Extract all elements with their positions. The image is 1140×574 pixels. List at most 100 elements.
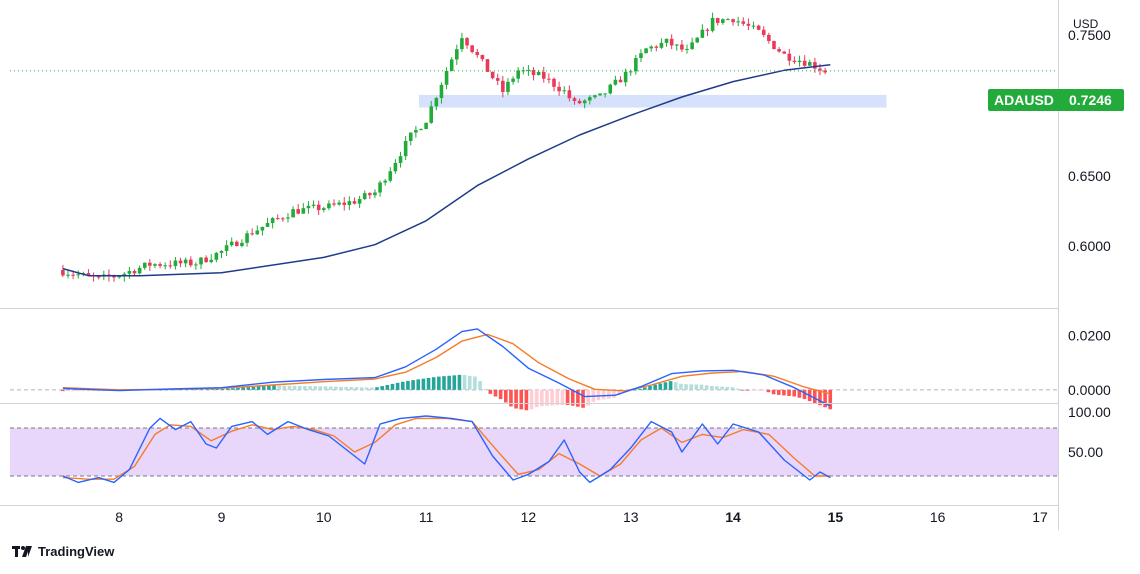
candle-body [608, 84, 613, 94]
candle-body [311, 204, 316, 206]
support-zone [418, 94, 887, 108]
macd-histogram-bar [318, 386, 323, 390]
macd-histogram-bar [411, 380, 415, 390]
macd-histogram-bar [756, 389, 760, 391]
candle-body [250, 233, 254, 235]
candle-body [756, 25, 761, 30]
macd-histogram-bar [91, 389, 96, 392]
time-tick-label: 9 [218, 509, 226, 525]
candle-body [721, 19, 725, 23]
macd-histogram-bar [457, 374, 462, 390]
macd-histogram-bar [421, 378, 426, 390]
macd-histogram-bar [617, 389, 621, 396]
macd-histogram-bar [256, 386, 261, 390]
macd-histogram-bar [565, 389, 570, 405]
candle-body [460, 38, 464, 50]
candle-body [61, 270, 65, 276]
macd-histogram-bar [236, 387, 240, 390]
candle-body [393, 162, 398, 172]
macd-histogram-bar [586, 389, 590, 406]
macd-histogram-bar [210, 389, 215, 390]
macd-histogram-bar [447, 375, 451, 390]
tradingview-logo[interactable]: TradingView [12, 544, 114, 559]
macd-histogram-bar [596, 389, 601, 401]
macd-histogram-bar [519, 389, 524, 410]
macd-histogram-bar [740, 389, 745, 391]
macd-histogram-bar [277, 385, 281, 390]
candle-body [316, 204, 321, 211]
candle-body [807, 62, 812, 66]
candle-body [117, 276, 121, 278]
candle-body [306, 205, 311, 209]
candle-body [291, 209, 295, 218]
macd-histogram-bar [658, 383, 663, 390]
candle-body [480, 55, 485, 60]
candle-body [332, 203, 336, 205]
macd-histogram-bar [663, 382, 668, 390]
candles [61, 12, 827, 282]
time-tick-label: 14 [725, 509, 741, 525]
candle-body [797, 60, 802, 63]
macd-histogram-bar [308, 386, 312, 390]
macd-histogram-bar [637, 388, 642, 390]
candle-body [644, 48, 648, 54]
macd-histogram-bar [813, 389, 817, 404]
candle-body [265, 222, 270, 227]
price-tick-label: 0.7500 [1068, 27, 1111, 43]
macd-histogram-bar [452, 375, 457, 390]
candle-body [240, 242, 244, 247]
macd-histogram-bar [823, 389, 827, 408]
candle-body [710, 17, 715, 31]
macd-histogram-bar [704, 385, 709, 390]
time-tick-label: 11 [419, 509, 434, 525]
candle-body [383, 180, 387, 183]
candle-body [158, 264, 162, 266]
macd-histogram-bar [828, 389, 833, 410]
macd-tick-label: 0.0200 [1068, 328, 1111, 344]
macd-histogram-bar [498, 389, 503, 400]
candle-body [137, 267, 142, 274]
candle-body [700, 29, 705, 38]
macd-histogram-bar [679, 383, 683, 390]
candle-body [183, 259, 188, 264]
macd-histogram-bar [787, 389, 791, 396]
candle-body [552, 78, 556, 87]
candle-body [173, 260, 178, 267]
macd-histogram-bar [287, 385, 292, 390]
stoch-tick-label: 100.00 [1068, 404, 1111, 420]
macd-histogram-bar [158, 389, 163, 391]
stoch-pane [10, 415, 1058, 484]
macd-histogram-bar [313, 386, 318, 390]
macd-histogram-bar [66, 389, 70, 392]
time-tick-label: 15 [828, 509, 844, 525]
price-badge-symbol: ADAUSD [994, 92, 1054, 108]
macd-histogram-bar [555, 389, 560, 406]
candle-body [613, 79, 618, 85]
candle-body [342, 202, 347, 205]
candle-body [772, 40, 776, 50]
candle-body [521, 70, 526, 72]
macd-histogram-bar [725, 386, 730, 390]
macd-histogram-bar [818, 389, 822, 406]
candle-body [501, 80, 505, 92]
candle-body [199, 257, 203, 265]
macd-histogram-bar [715, 386, 719, 390]
macd-histogram-bar [483, 388, 487, 390]
candle-body [802, 60, 807, 66]
macd-histogram-bar [86, 389, 91, 392]
candle-body [362, 193, 367, 200]
price-badge-value: 0.7246 [1069, 92, 1112, 108]
candle-body [398, 156, 403, 163]
macd-histogram-bar [524, 389, 529, 411]
macd-signal-line [62, 333, 831, 395]
candle-body [368, 193, 372, 196]
macd-histogram-bar [648, 385, 652, 390]
tradingview-logo-icon [12, 545, 32, 557]
macd-histogram-bar [81, 389, 86, 392]
macd-histogram-bar [730, 387, 735, 390]
candle-body [562, 90, 567, 92]
macd-histogram-bar [612, 389, 616, 398]
